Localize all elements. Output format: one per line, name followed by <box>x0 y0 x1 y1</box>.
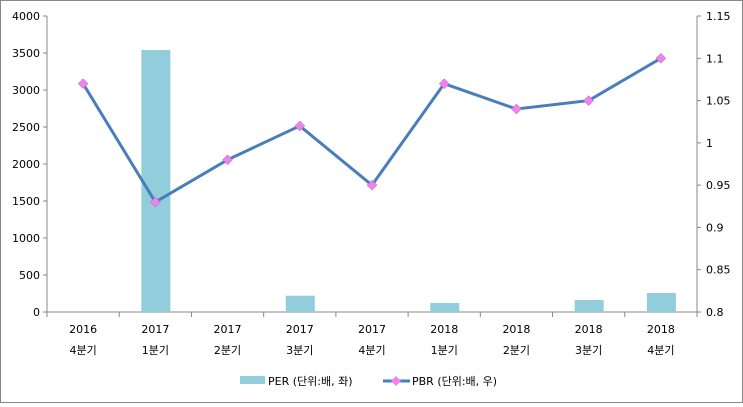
left-tick-label: 3000 <box>12 84 40 97</box>
x-tick-label-year: 2017 <box>286 323 314 336</box>
legend-pbr-label: PBR (단위:배, 우) <box>412 375 497 388</box>
x-tick-label-quarter: 2분기 <box>503 344 530 357</box>
pbr-marker <box>294 120 306 132</box>
right-tick-label: 0.85 <box>706 264 731 277</box>
pbr-marker <box>438 78 450 90</box>
x-tick-label-quarter: 4분기 <box>69 344 96 357</box>
legend-per-label: PER (단위:배, 좌) <box>268 375 353 388</box>
right-tick-label: 0.8 <box>706 306 724 319</box>
right-tick-label: 1.1 <box>706 52 724 65</box>
pbr-marker <box>511 103 522 115</box>
legend-per-swatch <box>240 376 265 384</box>
left-tick-label: 1000 <box>12 232 40 245</box>
x-tick-label-year: 2017 <box>214 323 242 336</box>
left-tick-label: 0 <box>33 306 40 319</box>
x-tick-label-year: 2016 <box>69 323 97 336</box>
pbr-marker <box>655 52 667 64</box>
per-bar <box>574 300 604 312</box>
per-bar <box>646 292 676 312</box>
x-tick-label-quarter: 1분기 <box>431 344 458 357</box>
pbr-marker <box>583 95 595 106</box>
pbr-marker <box>366 179 378 191</box>
x-tick-label-year: 2017 <box>141 323 169 336</box>
legend-pbr-marker <box>391 376 401 386</box>
per-bar <box>285 295 315 312</box>
right-tick-label: 1.15 <box>706 10 731 23</box>
x-tick-label-year: 2018 <box>502 323 530 336</box>
pbr-marker <box>222 154 233 166</box>
x-tick-label-quarter: 4분기 <box>647 344 674 357</box>
left-tick-label: 1500 <box>12 195 40 208</box>
left-tick-label: 2500 <box>12 121 40 134</box>
right-tick-label: 1.05 <box>706 95 731 108</box>
x-tick-label-quarter: 4분기 <box>358 344 385 357</box>
x-tick-label-year: 2018 <box>575 323 603 336</box>
per-bar <box>430 302 460 312</box>
x-tick-label-quarter: 1분기 <box>142 344 169 357</box>
left-tick-label: 2000 <box>12 158 40 171</box>
right-tick-label: 0.95 <box>706 179 731 192</box>
x-tick-label-quarter: 2분기 <box>214 344 241 357</box>
per-bar <box>141 50 171 312</box>
right-tick-label: 0.9 <box>706 221 724 234</box>
left-tick-label: 4000 <box>12 10 40 23</box>
right-tick-label: 1 <box>706 137 713 150</box>
left-tick-label: 500 <box>19 269 40 282</box>
pbr-marker <box>77 78 89 90</box>
x-tick-label-quarter: 3분기 <box>575 344 602 357</box>
x-tick-label-year: 2017 <box>358 323 386 336</box>
pbr-marker <box>149 196 161 208</box>
x-tick-label-year: 2018 <box>430 323 458 336</box>
x-tick-label-quarter: 3분기 <box>286 344 313 357</box>
x-tick-label-year: 2018 <box>647 323 675 336</box>
left-tick-label: 3500 <box>12 47 40 60</box>
